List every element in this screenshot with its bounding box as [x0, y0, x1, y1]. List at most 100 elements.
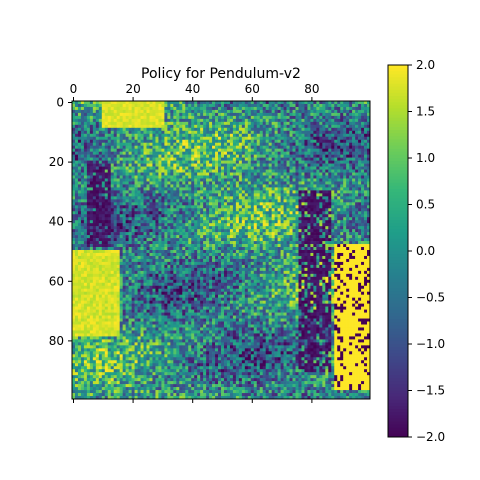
heatmap-cell: [301, 166, 305, 170]
heatmap-cell: [149, 163, 153, 167]
heatmap-cell: [286, 220, 290, 224]
heatmap-cell: [349, 109, 353, 114]
heatmap-cell: [349, 181, 353, 185]
heatmap-cell: [146, 205, 150, 209]
heatmap-cell: [164, 118, 168, 123]
heatmap-cell: [277, 148, 281, 152]
heatmap-cell: [167, 139, 171, 144]
heatmap-cell: [238, 121, 243, 126]
heatmap-cell: [134, 157, 138, 161]
heatmap-cell: [185, 211, 189, 215]
heatmap-cell: [92, 181, 97, 185]
heatmap-cell: [146, 106, 150, 111]
heatmap-cell: [182, 241, 186, 245]
heatmap-cell: [107, 181, 112, 185]
heatmap-cell: [235, 106, 240, 111]
heatmap-cell: [322, 139, 326, 144]
heatmap-cell: [337, 145, 341, 149]
heatmap-cell: [235, 121, 240, 126]
heatmap-cell: [74, 196, 79, 200]
heatmap-cell: [343, 112, 347, 117]
heatmap-cell: [167, 124, 171, 129]
heatmap-cell: [358, 154, 362, 158]
heatmap-cell: [101, 115, 106, 120]
heatmap-cell: [340, 202, 344, 206]
heatmap-cell: [101, 193, 106, 197]
heatmap-cell: [328, 208, 332, 212]
heatmap-cell: [361, 217, 365, 221]
heatmap-cell: [289, 205, 293, 209]
heatmap-cell: [161, 184, 165, 188]
heatmap-cell: [194, 187, 198, 191]
heatmap-cell: [128, 127, 132, 132]
heatmap-cell: [298, 232, 302, 236]
heatmap-cell: [179, 148, 183, 152]
heatmap-cell: [343, 118, 347, 123]
heatmap-cell: [113, 211, 117, 215]
heatmap-cell: [244, 154, 249, 158]
heatmap-cell: [262, 115, 266, 120]
heatmap-cell: [259, 109, 264, 114]
heatmap-cell: [152, 187, 156, 191]
heatmap-cell: [280, 145, 284, 149]
heatmap-cell: [298, 130, 302, 135]
heatmap-cell: [346, 157, 350, 161]
heatmap-cell: [188, 103, 192, 108]
heatmap-cell: [101, 103, 106, 108]
heatmap-cell: [367, 223, 371, 227]
heatmap-cell: [170, 160, 174, 164]
heatmap-cell: [137, 163, 141, 167]
heatmap-cell: [122, 190, 126, 194]
heatmap-cell: [307, 229, 311, 233]
heatmap-cell: [104, 145, 109, 149]
heatmap-cell: [334, 151, 338, 155]
heatmap-cell: [170, 115, 174, 120]
heatmap-cell: [355, 214, 359, 218]
heatmap-cell: [247, 202, 252, 206]
heatmap-cell: [212, 169, 216, 173]
heatmap-cell: [262, 178, 266, 182]
heatmap-cell: [268, 106, 272, 111]
heatmap-cell: [110, 196, 115, 200]
heatmap-cell: [182, 244, 186, 248]
heatmap-cell: [218, 229, 222, 233]
heatmap-cell: [277, 103, 281, 108]
heatmap-cell: [241, 178, 246, 182]
heatmap-cell: [125, 121, 129, 126]
heatmap-cell: [307, 160, 311, 164]
heatmap-cell: [247, 220, 252, 224]
heatmap-cell: [122, 112, 126, 117]
heatmap-cell: [113, 145, 117, 149]
heatmap-cell: [110, 136, 115, 141]
heatmap-cell: [265, 226, 269, 230]
heatmap-cell: [229, 136, 234, 141]
heatmap-cell: [176, 124, 180, 129]
heatmap-cell: [74, 199, 79, 203]
heatmap-cell: [80, 178, 85, 182]
heatmap-cell: [107, 169, 112, 173]
heatmap-cell: [352, 193, 356, 197]
heatmap-cell: [265, 127, 269, 132]
heatmap-cell: [95, 106, 100, 111]
heatmap-cell: [262, 226, 266, 230]
heatmap-cell: [158, 193, 162, 197]
heatmap-cell: [86, 151, 91, 155]
heatmap-cell: [364, 205, 368, 209]
heatmap-cell: [149, 214, 153, 218]
heatmap-cell: [268, 154, 272, 158]
heatmap-cell: [197, 160, 201, 164]
heatmap-cell: [161, 166, 165, 170]
heatmap-cell: [197, 157, 201, 161]
heatmap-cell: [185, 205, 189, 209]
heatmap-cell: [292, 148, 296, 152]
heatmap-cell: [286, 148, 290, 152]
heatmap-cell: [86, 139, 91, 144]
heatmap-cell: [325, 175, 329, 179]
heatmap-cell: [164, 244, 168, 248]
heatmap-cell: [140, 205, 144, 209]
heatmap-cell: [247, 235, 252, 239]
heatmap-cell: [215, 235, 219, 239]
heatmap-cell: [301, 214, 305, 218]
heatmap-cell: [104, 232, 109, 236]
heatmap-cell: [155, 232, 159, 236]
